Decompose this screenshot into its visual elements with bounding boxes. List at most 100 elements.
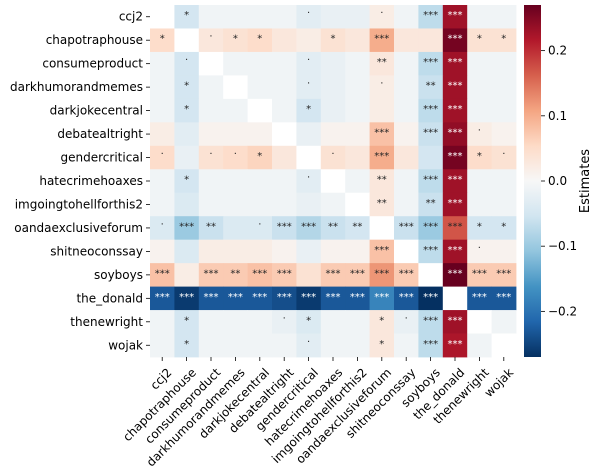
row-label: darkjokecentral — [50, 104, 143, 118]
heatmap-cell — [418, 122, 444, 147]
heatmap-cell — [418, 263, 444, 287]
heatmap-cell — [320, 122, 346, 147]
cell-annotation: *** — [448, 221, 463, 232]
heatmap-cell — [418, 28, 444, 53]
heatmap-cell — [467, 122, 492, 147]
heatmap-cell — [320, 333, 346, 358]
heatmap-cell — [272, 239, 297, 264]
heatmap-cell — [150, 98, 175, 123]
heatmap-cell — [418, 310, 444, 334]
heatmap-cell — [491, 122, 517, 147]
heatmap-cell — [247, 5, 273, 29]
cell-annotation: * — [501, 34, 506, 45]
heatmap-cell — [369, 98, 395, 123]
heatmap-cell — [174, 310, 200, 334]
heatmap-cell — [467, 263, 492, 287]
cell-annotation: * — [331, 34, 336, 45]
cell-annotation: · — [307, 173, 310, 184]
heatmap-cell — [198, 216, 224, 241]
heatmap-cell — [418, 169, 444, 194]
heatmap-cell — [467, 192, 492, 217]
heatmap-cell — [150, 28, 175, 53]
heatmap-cell — [442, 75, 468, 100]
heatmap-cell — [418, 145, 444, 170]
heatmap-cell — [320, 310, 346, 334]
cell-annotation: *** — [448, 128, 463, 139]
cell-annotation: * — [379, 315, 384, 326]
colorbar-gradient — [524, 5, 541, 357]
heatmap-cell — [150, 263, 175, 287]
heatmap-cell — [491, 216, 517, 241]
cell-annotation: * — [184, 10, 189, 21]
cell-annotation: *** — [448, 10, 463, 21]
heatmap-cell — [369, 75, 395, 100]
heatmap-cell — [150, 333, 175, 358]
cell-annotation: *** — [350, 292, 365, 303]
heatmap-cell — [394, 51, 419, 76]
heatmap-cell — [442, 286, 468, 311]
heatmap-cell — [345, 333, 370, 358]
cell-annotation: ** — [377, 175, 387, 186]
cell-annotation: *** — [374, 128, 389, 139]
heatmap-cell — [223, 263, 248, 287]
row-label: wojak — [108, 338, 143, 352]
heatmap-cell — [198, 122, 224, 147]
heatmap-cell — [345, 216, 370, 241]
heatmap-cell — [296, 286, 322, 311]
heatmap-cell — [150, 5, 175, 29]
heatmap-cell — [174, 216, 200, 241]
cell-annotation: * — [184, 315, 189, 326]
cell-annotation: · — [380, 8, 383, 19]
row-label: shitneoconssay — [50, 244, 143, 258]
heatmap-cell — [296, 75, 322, 100]
heatmap-cell — [491, 310, 517, 334]
heatmap-cell — [247, 263, 273, 287]
heatmap-cell — [247, 310, 273, 334]
cell-annotation: · — [307, 55, 310, 66]
heatmap-cell — [296, 333, 322, 358]
cell-annotation: *** — [423, 128, 438, 139]
heatmap-cell — [418, 192, 444, 217]
heatmap-cell — [272, 122, 297, 147]
heatmap-cell — [320, 51, 346, 76]
row-label: imgoingtohellforthis2 — [15, 197, 143, 211]
heatmap-cell — [369, 192, 395, 217]
heatmap-cell — [223, 216, 248, 241]
heatmap-cell — [442, 333, 468, 358]
row-label: hatecrimehoaxes — [39, 174, 143, 188]
heatmap-cell — [491, 28, 517, 53]
heatmap-cell — [296, 5, 322, 29]
heatmap-cell — [150, 239, 175, 264]
row-label: gendercritical — [61, 151, 143, 165]
heatmap-cell — [296, 192, 322, 217]
heatmap-cell — [394, 239, 419, 264]
cell-annotation: * — [501, 221, 506, 232]
heatmap-cell — [467, 286, 492, 311]
heatmap-cell — [491, 169, 517, 194]
heatmap-cell — [369, 51, 395, 76]
heatmap-cell — [272, 263, 297, 287]
heatmap-cell — [296, 263, 322, 287]
row-label: soyboys — [94, 268, 143, 282]
cell-annotation: *** — [448, 104, 463, 115]
row-label: ccj2 — [119, 10, 143, 24]
cell-annotation: *** — [448, 198, 463, 209]
heatmap-cell — [491, 192, 517, 217]
heatmap-cell — [491, 263, 517, 287]
heatmap-cell — [394, 286, 419, 311]
cell-annotation: *** — [472, 292, 487, 303]
cell-annotation: · — [478, 243, 481, 254]
heatmap-cell — [174, 263, 200, 287]
heatmap-cell — [247, 28, 273, 53]
heatmap-cell — [198, 28, 224, 53]
cell-annotation: · — [307, 79, 310, 90]
heatmap-cell — [296, 145, 322, 170]
heatmap-cell — [272, 75, 297, 100]
heatmap-cell — [198, 239, 224, 264]
heatmap-cell — [247, 286, 273, 311]
heatmap-cell — [150, 75, 175, 100]
heatmap-cell — [442, 5, 468, 29]
heatmap-cell — [198, 192, 224, 217]
cell-annotation: · — [405, 313, 408, 324]
heatmap-cell — [394, 5, 419, 29]
